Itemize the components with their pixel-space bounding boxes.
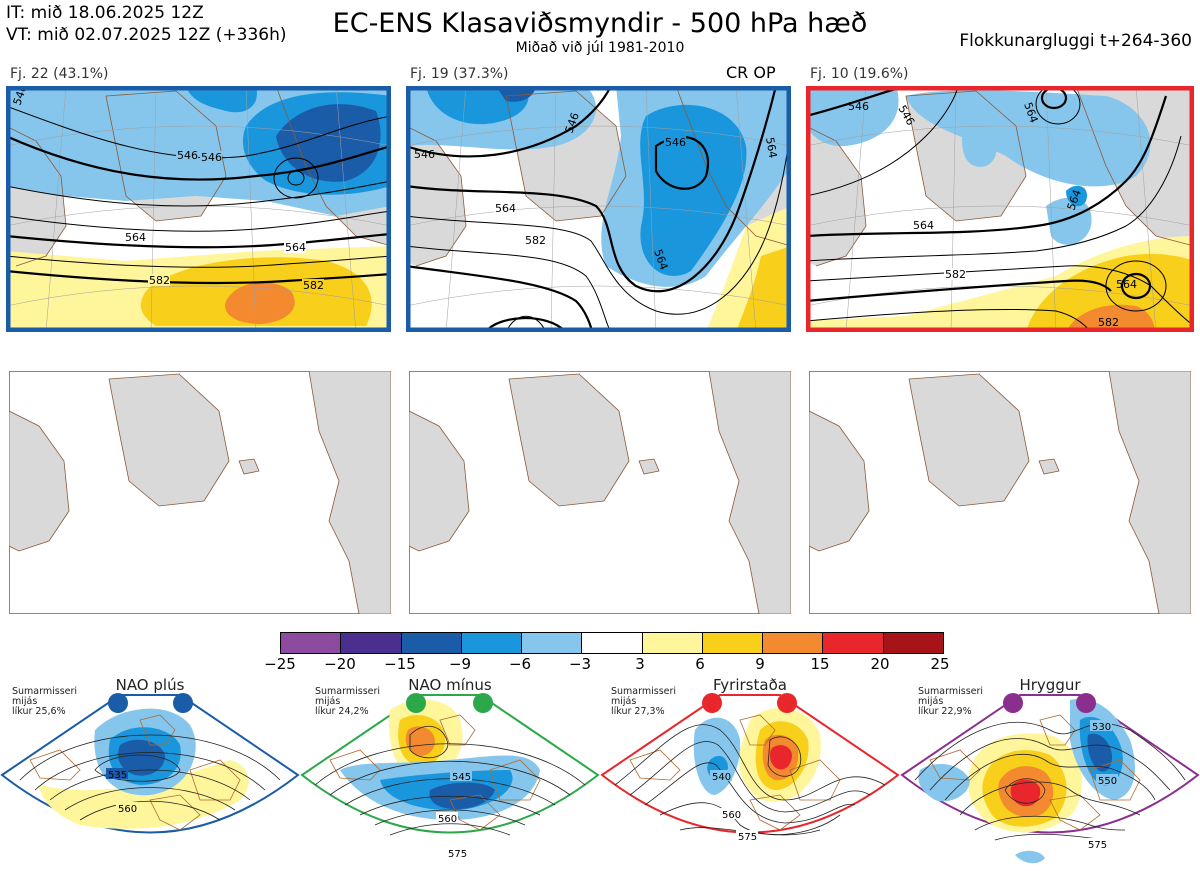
- contour-label: 575: [738, 832, 757, 843]
- contour-label: 564: [125, 231, 146, 244]
- contour-label: 560: [722, 810, 741, 821]
- colorbar-segment: [401, 633, 462, 653]
- contour-label: 575: [1088, 840, 1107, 851]
- regime-4-dot-left: [1003, 693, 1023, 713]
- cluster-1-map: 546 546 564 564 582 582 546: [6, 86, 391, 332]
- contour-label: 564: [763, 136, 779, 159]
- cluster-2-frame: [406, 86, 791, 332]
- contour-label: 546: [201, 151, 222, 164]
- member-map-1: [9, 371, 391, 614]
- contour-label: 530: [1092, 722, 1111, 733]
- colorbar-tick: −9: [448, 655, 472, 673]
- cluster-2-op-label: CR OP: [726, 63, 776, 82]
- colorbar-tick: 9: [755, 655, 765, 673]
- regime-3-name: Fyrirstaða: [713, 676, 787, 694]
- colorbar-segment: [582, 633, 643, 653]
- colorbar-segment: [341, 633, 402, 653]
- regime-3-dot-right: [777, 693, 797, 713]
- colorbar-segment: [522, 633, 583, 653]
- colorbar-tick: 6: [695, 655, 705, 673]
- regime-2-dot-right: [473, 693, 493, 713]
- regime-1-dot-right: [173, 693, 193, 713]
- regime-1-info: Sumarmisseri mijás líkur 25,6%: [12, 686, 78, 717]
- contour-label: 550: [1098, 776, 1117, 787]
- regime-1-dot-left: [108, 693, 128, 713]
- contour-label: 546: [665, 136, 686, 149]
- contour-label: 582: [149, 274, 170, 287]
- initial-time: IT: mið 18.06.2025 12Z: [6, 3, 204, 23]
- header-times: IT: mið 18.06.2025 12Z VT: mið 02.07.202…: [6, 2, 287, 46]
- contour-label: 582: [303, 279, 324, 292]
- cluster-3-label: Fj. 10 (19.6%): [810, 66, 909, 82]
- cluster-3-frame: [806, 86, 1194, 332]
- regime-2-dot-left: [406, 693, 426, 713]
- cluster-2-label: Fj. 19 (37.3%): [410, 66, 509, 82]
- colorbar: [280, 632, 944, 654]
- cluster-3-map: 546 546 564 564 582 564 582 564: [806, 86, 1194, 332]
- colorbar-segment: [642, 633, 703, 653]
- contour-label: 540: [712, 772, 731, 783]
- colorbar-tick: 25: [930, 655, 950, 673]
- page-title: EC-ENS Klasaviðsmyndir - 500 hPa hæð: [332, 8, 868, 39]
- regime-3-dot-left: [702, 693, 722, 713]
- valid-time: VT: mið 02.07.2025 12Z (+336h): [6, 25, 287, 45]
- contour-label: 560: [118, 804, 137, 815]
- contour-label: 582: [1098, 316, 1119, 329]
- cluster-2-map: 546 546 546 564 582 564 564: [406, 86, 791, 332]
- colorbar-segment: [763, 633, 824, 653]
- contour-label: 546: [848, 100, 869, 113]
- regime-2-info: Sumarmisseri mijás líkur 24,2%: [315, 686, 381, 717]
- regime-3-info: Sumarmisseri mijás líkur 27,3%: [611, 686, 677, 717]
- regime-4-dot-right: [1076, 693, 1096, 713]
- member-map-2: [409, 371, 791, 614]
- contour-label: 535: [108, 770, 127, 781]
- contour-label: 564: [913, 219, 934, 232]
- colorbar-tick: −20: [324, 655, 356, 673]
- colorbar-segment: [281, 633, 342, 653]
- colorbar-tick: −25: [264, 655, 296, 673]
- colorbar-segment: [702, 633, 764, 653]
- contour-label: 546: [177, 149, 198, 162]
- contour-label: 564: [285, 241, 306, 254]
- regime-2-map: 545 560 575: [300, 694, 600, 860]
- colorbar-tick: 3: [635, 655, 645, 673]
- page-subtitle: Miðað við júl 1981-2010: [515, 40, 685, 56]
- colorbar-tick: −6: [508, 655, 532, 673]
- cluster-1-label: Fj. 22 (43.1%): [10, 66, 109, 82]
- contour-label: 582: [945, 268, 966, 281]
- regime-4-name: Hryggur: [1019, 676, 1081, 694]
- cluster-window: Flokkunargluggi t+264-360: [959, 31, 1192, 51]
- colorbar-tick: −15: [384, 655, 416, 673]
- contour-label: 582: [525, 234, 546, 247]
- contour-label: 575: [448, 849, 467, 860]
- contour-label: 564: [495, 202, 516, 215]
- member-map-3: [809, 371, 1191, 614]
- colorbar-segment: [883, 633, 943, 653]
- colorbar-tick: 20: [870, 655, 890, 673]
- colorbar-tick: −3: [568, 655, 592, 673]
- regime-2-name: NAO mínus: [408, 676, 492, 694]
- colorbar-segment: [461, 633, 523, 653]
- regime-1-map: 535 560: [0, 694, 300, 834]
- contour-label: 545: [452, 772, 471, 783]
- regime-1-name: NAO plús: [115, 676, 185, 694]
- regime-4-info: Sumarmisseri mijás líkur 22,9%: [918, 686, 984, 717]
- contour-label: 564: [1116, 278, 1137, 291]
- colorbar-tick: 15: [810, 655, 830, 673]
- contour-label: 560: [438, 814, 457, 825]
- cluster-1-frame: [6, 86, 391, 332]
- regime-3-map: 540 560 575: [600, 694, 900, 843]
- colorbar-segment: [823, 633, 884, 653]
- contour-label: 546: [414, 148, 435, 161]
- regime-4-map: 530 550 575: [900, 694, 1200, 864]
